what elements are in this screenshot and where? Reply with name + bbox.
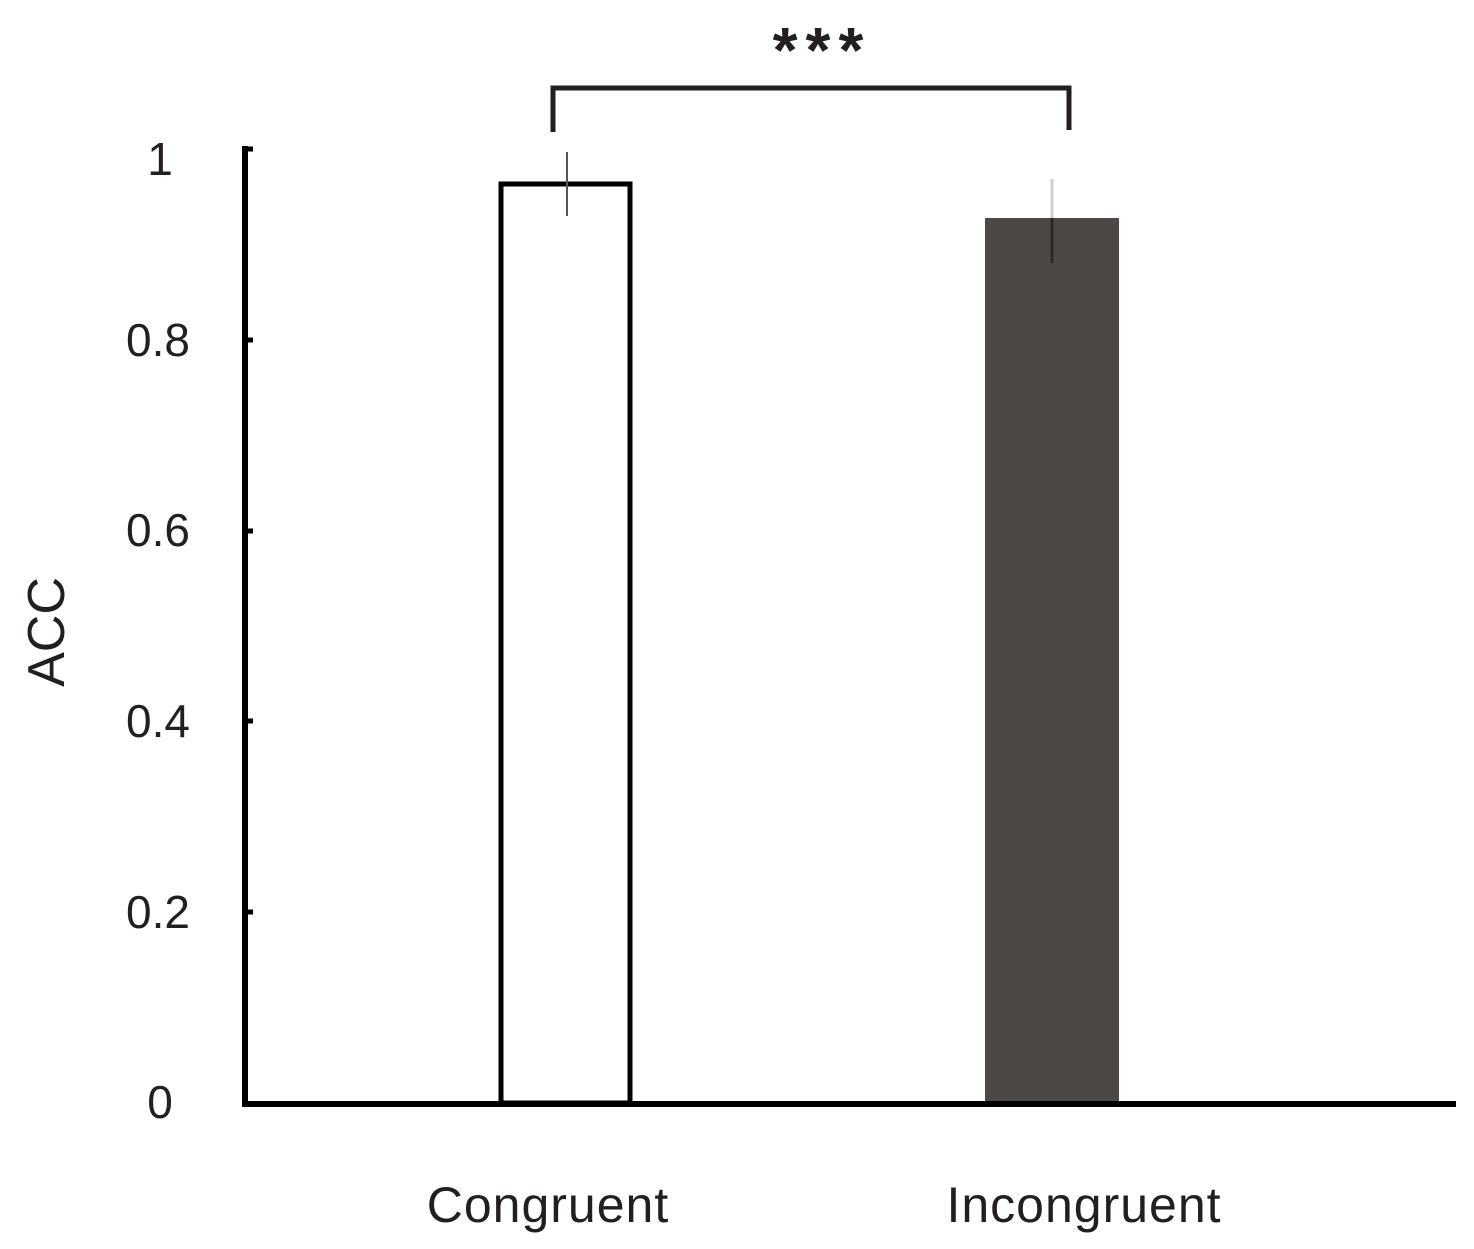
- y-tick-1: 1: [147, 133, 173, 185]
- y-tick-0.8: 0.8: [126, 314, 190, 366]
- y-ticks: [245, 146, 253, 915]
- y-tick-0.2: 0.2: [126, 886, 190, 938]
- y-tick-0.6: 0.6: [126, 504, 190, 556]
- y-axis-title: ACC: [18, 577, 76, 687]
- significance-bracket: [550, 85, 1072, 132]
- x-label-incongruent: Incongruent: [946, 1177, 1221, 1233]
- y-tick-0.4: 0.4: [126, 695, 190, 747]
- bar-incongruent: [985, 218, 1119, 1106]
- y-tick-labels: 0 0.2 0.4 0.6 0.8 1: [126, 133, 190, 1128]
- y-tick-0: 0: [147, 1076, 173, 1128]
- significance-label: ***: [773, 14, 872, 86]
- bar-congruent: [498, 181, 633, 1106]
- x-label-congruent: Congruent: [427, 1177, 670, 1233]
